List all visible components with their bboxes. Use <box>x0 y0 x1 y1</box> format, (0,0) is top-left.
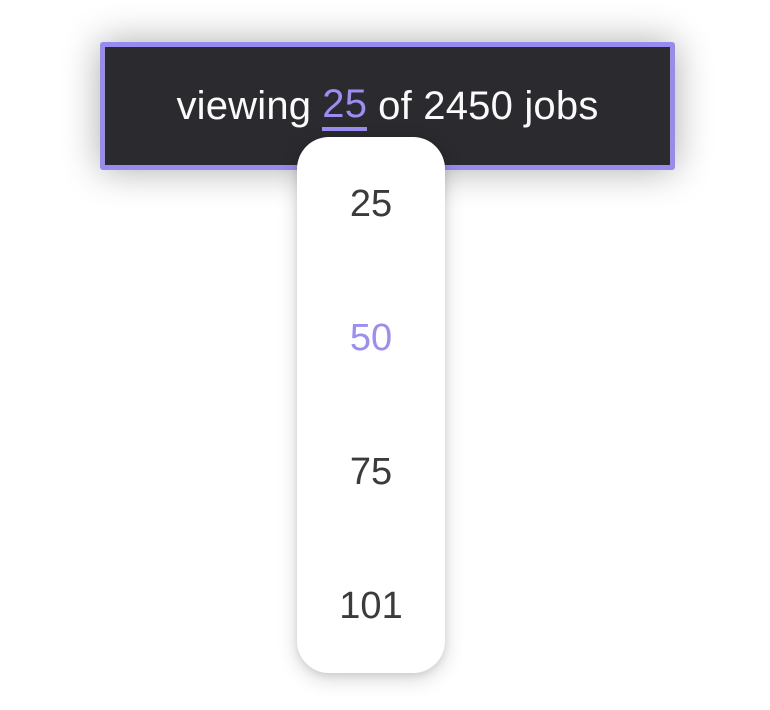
viewing-prefix-label: viewing <box>176 83 312 128</box>
menu-option-101[interactable]: 101 <box>339 584 403 627</box>
menu-option-25[interactable]: 25 <box>349 182 393 225</box>
per-page-dropdown-menu: 25 50 75 101 <box>297 137 445 673</box>
menu-option-75[interactable]: 75 <box>349 450 393 493</box>
jobs-count-label: of 2450 jobs <box>378 83 599 128</box>
menu-option-50[interactable]: 50 <box>349 316 393 359</box>
per-page-value-link[interactable]: 25 <box>322 82 368 131</box>
